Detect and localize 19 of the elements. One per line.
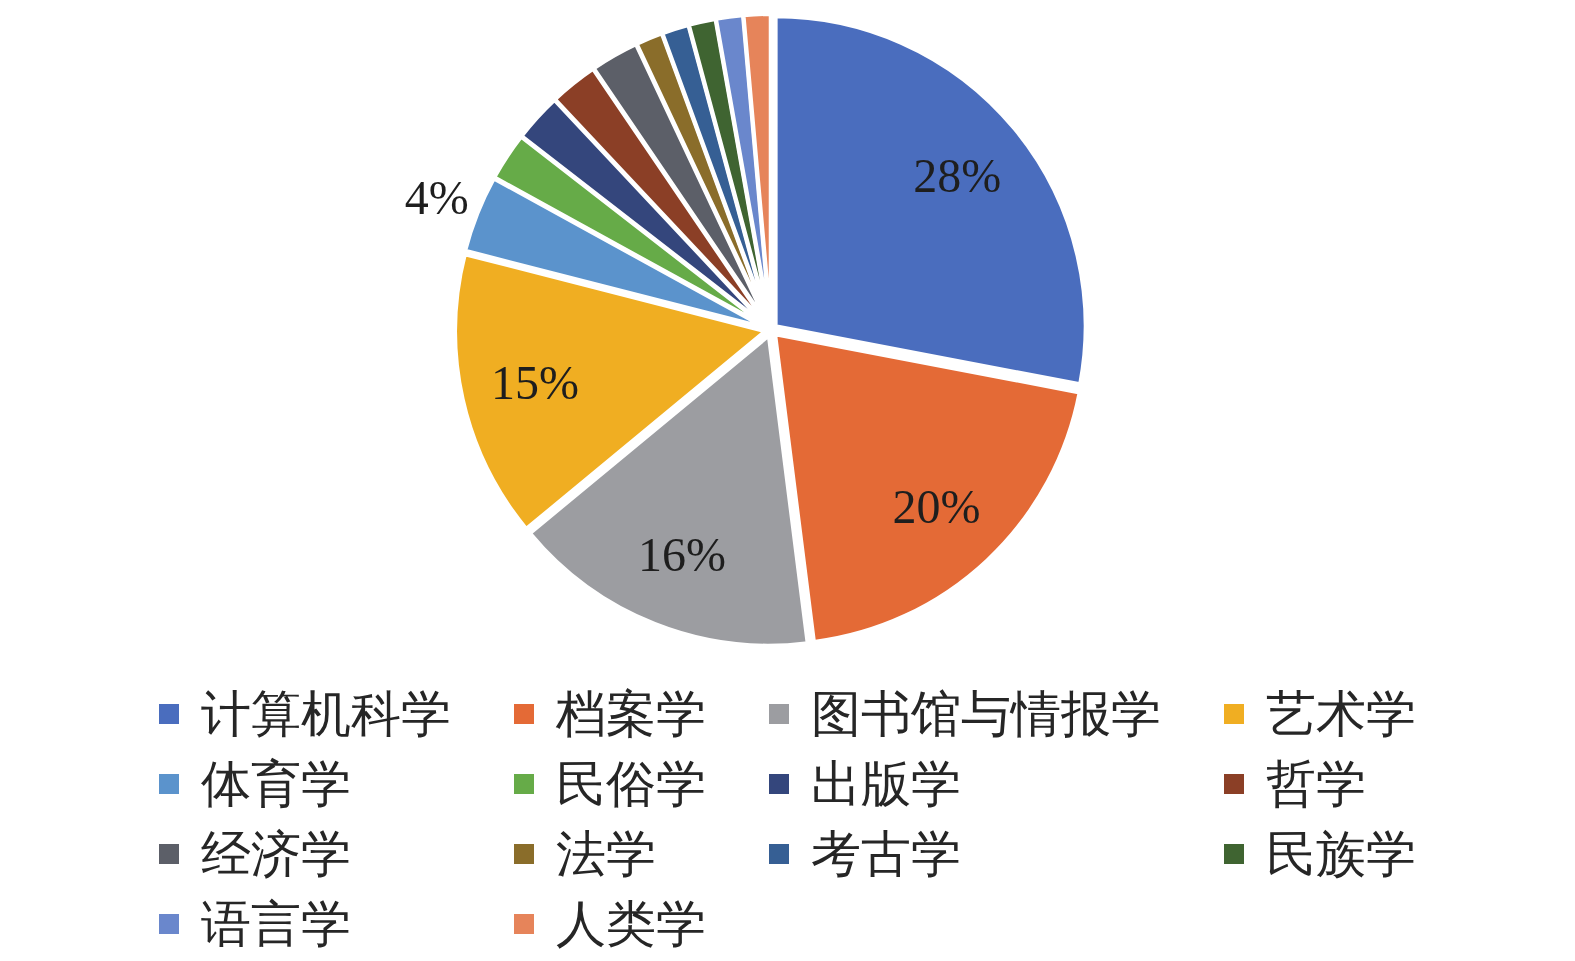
legend-label: 档案学 <box>555 686 706 742</box>
legend-label: 艺术学 <box>1266 686 1416 742</box>
legend-label: 民族学 <box>1266 826 1416 882</box>
legend-label: 民俗学 <box>556 756 706 812</box>
legend-label: 语言学 <box>201 896 351 952</box>
data-label: 20% <box>892 479 981 533</box>
legend-label: 法学 <box>556 826 656 882</box>
legend-label: 哲学 <box>1266 756 1366 812</box>
legend-label: 人类学 <box>556 896 706 952</box>
legend-label: 考古学 <box>811 826 961 882</box>
data-label: 4% <box>404 171 469 225</box>
legend-label: 图书馆与情报学 <box>811 686 1161 742</box>
legend-label: 经济学 <box>201 826 351 882</box>
legend-label: 计算机科学 <box>201 686 451 742</box>
legend-label: 体育学 <box>201 756 351 812</box>
data-label: 16% <box>638 528 726 582</box>
data-label: 15% <box>491 356 580 410</box>
legend-label: 出版学 <box>811 756 961 812</box>
data-label: 28% <box>913 149 1002 203</box>
